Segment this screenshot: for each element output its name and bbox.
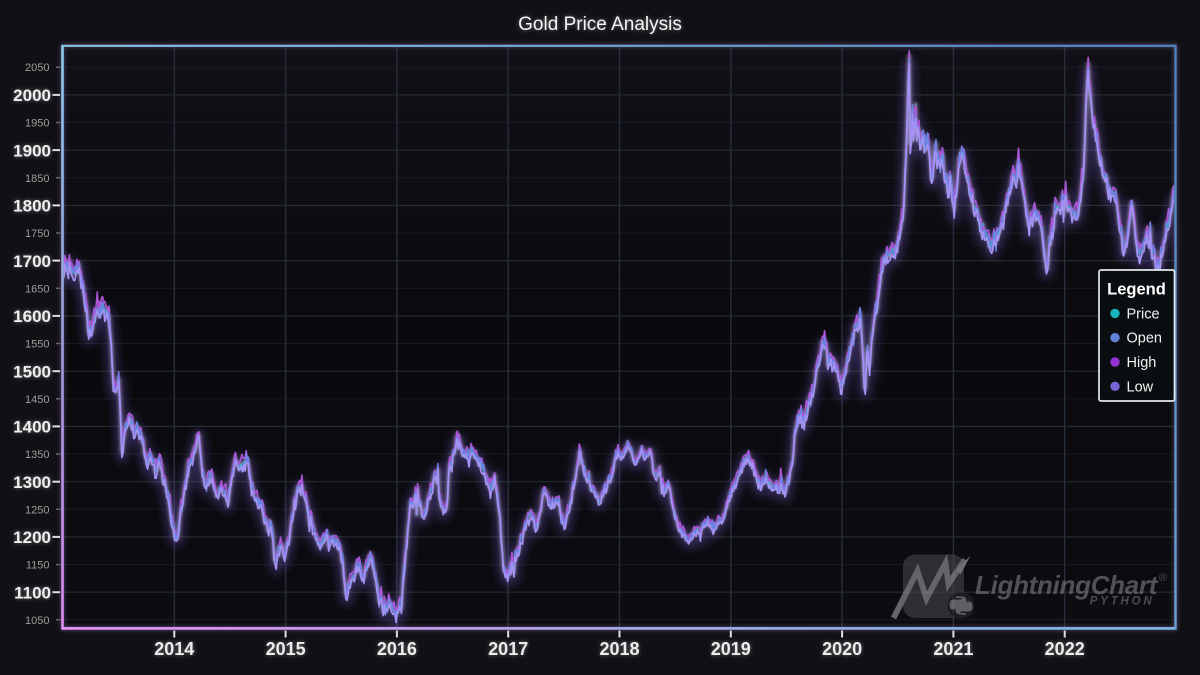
svg-text:2016: 2016	[377, 639, 417, 659]
svg-text:1400: 1400	[13, 418, 51, 437]
svg-text:1850: 1850	[25, 173, 49, 185]
svg-text:1450: 1450	[25, 394, 49, 406]
svg-text:2020: 2020	[822, 639, 862, 659]
svg-text:1900: 1900	[13, 141, 51, 160]
svg-text:2018: 2018	[599, 639, 639, 659]
svg-text:Gold Price Analysis: Gold Price Analysis	[518, 14, 682, 35]
svg-text:2021: 2021	[933, 639, 973, 659]
svg-text:Low: Low	[1127, 379, 1154, 395]
svg-text:2050: 2050	[25, 62, 49, 74]
svg-text:2022: 2022	[1045, 639, 1085, 659]
svg-text:1050: 1050	[25, 615, 49, 627]
svg-text:1100: 1100	[14, 583, 51, 602]
svg-text:PYTHON: PYTHON	[1090, 596, 1155, 608]
svg-text:1250: 1250	[25, 504, 49, 516]
svg-text:2019: 2019	[711, 639, 751, 659]
svg-text:1600: 1600	[13, 307, 51, 326]
svg-text:1550: 1550	[25, 339, 49, 351]
svg-text:Price: Price	[1127, 306, 1160, 322]
svg-text:2000: 2000	[13, 86, 51, 105]
svg-text:2015: 2015	[266, 639, 306, 659]
svg-text:2014: 2014	[154, 639, 194, 659]
svg-text:1700: 1700	[13, 252, 51, 271]
svg-text:1150: 1150	[26, 560, 50, 572]
svg-text:1650: 1650	[25, 283, 49, 295]
svg-text:1300: 1300	[13, 473, 51, 492]
svg-text:1950: 1950	[25, 118, 49, 130]
svg-text:1350: 1350	[25, 449, 49, 461]
svg-text:1750: 1750	[25, 228, 49, 240]
svg-text:High: High	[1127, 355, 1157, 371]
svg-text:®: ®	[1159, 572, 1167, 584]
svg-text:1500: 1500	[13, 362, 51, 381]
svg-text:1200: 1200	[13, 528, 51, 547]
svg-text:LightningChart: LightningChart	[975, 570, 1159, 600]
svg-text:2017: 2017	[488, 639, 528, 659]
svg-text:Open: Open	[1127, 331, 1162, 347]
svg-text:1800: 1800	[13, 197, 51, 216]
svg-text:Legend: Legend	[1107, 281, 1166, 299]
